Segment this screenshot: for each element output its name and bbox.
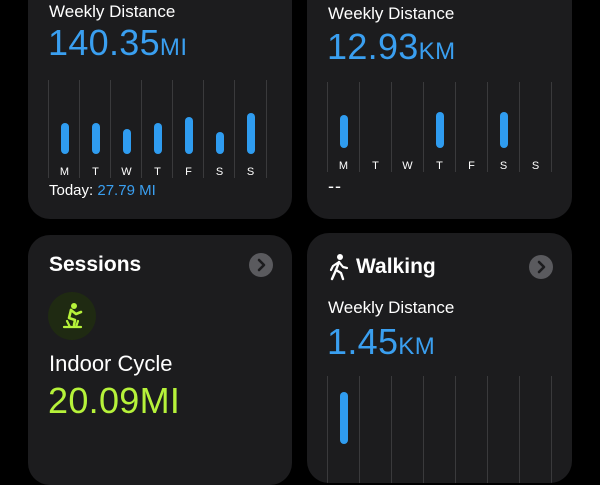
day-column: S [519,82,552,172]
day-column: T [141,80,173,178]
day-label: W [121,166,132,178]
activity-name: Indoor Cycle [49,351,173,376]
day-label: S [531,160,540,172]
day-column: T [79,80,111,178]
day-bar [246,113,255,154]
day-bar [435,112,444,148]
day-column: T [423,82,455,172]
day-label: F [185,166,192,178]
distance-number: 20.09 [48,380,140,421]
today-value: 27.79 MI [97,182,156,199]
weekly-distance-label: Weekly Distance [328,4,455,23]
day-column: S [203,80,235,178]
bar-mon [339,392,348,444]
distance-number: 140.35 [48,22,160,63]
day-column: S [234,80,267,178]
weekly-distance-card-km[interactable]: Weekly Distance 12.93KM M T W T F S S -- [307,0,572,219]
day-label: M [338,160,349,172]
distance-number: 1.45 [327,321,399,362]
weekly-distance-value: 140.35MI [48,22,188,64]
walking-card[interactable]: Walking Weekly Distance 1.45KM [307,233,572,483]
distance-unit: MI [159,34,188,61]
today-placeholder: -- [328,176,342,196]
day-column: W [391,82,423,172]
day-label: T [92,166,99,178]
weekly-distance-value: 1.45KM [327,321,435,363]
weekly-distance-label: Weekly Distance [49,2,176,21]
day-label: S [215,166,224,178]
day-label: T [436,160,443,172]
day-bar [339,115,348,148]
today-label: Today: [49,182,94,199]
day-column: F [455,82,487,172]
day-bar [215,132,224,154]
day-label: T [154,166,161,178]
day-column: M [48,80,80,178]
distance-unit: KM [398,333,436,360]
sessions-card[interactable]: Sessions Indoor Cycle 20.09MI [28,235,292,485]
day-column: T [359,82,391,172]
day-bar [184,117,193,154]
day-label: M [59,166,70,178]
chevron-right-icon[interactable] [529,255,553,279]
distance-unit: KM [418,38,456,65]
weekly-distance-value: 12.93KM [327,26,456,68]
day-bar [91,123,100,154]
weekly-distance-card-mi[interactable]: Weekly Distance 140.35MI M T W T F S S Today: … [28,0,292,219]
day-label: F [468,160,475,172]
day-label: W [402,160,413,172]
session-distance: 20.09MI [48,380,180,422]
day-bar [153,123,162,154]
weekly-distance-label: Weekly Distance [328,298,455,317]
chevron-right-icon[interactable] [249,253,273,277]
indoor-cycle-icon [48,292,96,340]
day-column: F [172,80,204,178]
day-column: W [110,80,142,178]
day-label: T [372,160,379,172]
day-bar [122,129,131,154]
sessions-title: Sessions [49,253,142,276]
day-bar [60,123,69,154]
day-column: S [487,82,519,172]
walking-icon [328,253,350,281]
distance-unit: MI [139,380,181,421]
day-bar [499,112,508,148]
day-label: S [499,160,508,172]
day-column: M [327,82,359,172]
walking-title: Walking [356,255,436,278]
distance-number: 12.93 [327,26,419,67]
day-label: S [246,166,255,178]
today-distance: Today: 27.79 MI [49,182,156,199]
weekly-bar-chart [327,376,552,483]
